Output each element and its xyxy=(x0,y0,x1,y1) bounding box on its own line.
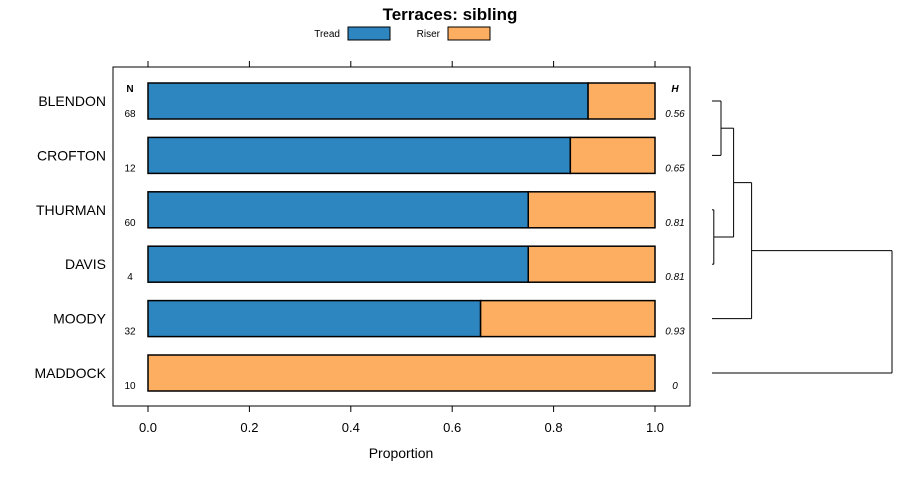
chart-title: Terraces: sibling xyxy=(383,5,518,24)
row-label-crofton: CROFTON xyxy=(37,147,106,163)
bar-riser-davis xyxy=(527,245,656,283)
bar-tread-blendon xyxy=(147,82,589,120)
h-value-blendon: 0.56 xyxy=(665,109,685,120)
legend-swatch-riser xyxy=(447,26,491,41)
h-value-maddock: 0 xyxy=(672,381,678,392)
n-value-moody: 32 xyxy=(124,327,136,338)
x-axis-label: Proportion xyxy=(369,445,434,461)
x-tick-label: 0.0 xyxy=(139,420,157,435)
row-label-moody: MOODY xyxy=(53,311,107,327)
h-value-moody: 0.93 xyxy=(665,327,685,338)
n-value-blendon: 68 xyxy=(124,109,136,120)
bar-tread-moody xyxy=(147,299,482,338)
row-label-maddock: MADDOCK xyxy=(34,365,106,381)
bar-riser-thurman xyxy=(527,191,656,229)
row-label-davis: DAVIS xyxy=(65,256,106,272)
legend-label-tread: Tread xyxy=(314,29,340,40)
x-axis: 0.0 0.2 0.4 0.6 0.8 1.0 xyxy=(139,61,664,435)
n-value-davis: 4 xyxy=(127,272,133,283)
n-value-thurman: 60 xyxy=(124,218,136,229)
x-tick-label: 0.2 xyxy=(240,420,258,435)
row-label-thurman: THURMAN xyxy=(36,202,106,218)
bar-riser-crofton xyxy=(569,136,656,175)
bar-riser-maddock xyxy=(147,354,656,392)
x-tick-label: 0.4 xyxy=(342,420,360,435)
legend-swatch-tread xyxy=(347,26,391,41)
x-tick-label: 1.0 xyxy=(646,420,664,435)
legend-label-riser: Riser xyxy=(417,29,441,40)
dendrogram xyxy=(712,100,893,374)
x-tick-label: 0.6 xyxy=(443,420,461,435)
bar-riser-moody xyxy=(479,299,656,338)
x-tick-label: 0.8 xyxy=(545,420,563,435)
bars-group: BLENDON 68 0.56 CROFTON 12 0.65 THURMAN 60 0.81 D… xyxy=(34,82,685,392)
n-value-crofton: 12 xyxy=(124,163,136,174)
plot-frame xyxy=(112,66,691,407)
bar-riser-blendon xyxy=(587,82,656,120)
bar-tread-davis xyxy=(147,245,529,283)
h-value-crofton: 0.65 xyxy=(665,163,685,174)
h-value-davis: 0.81 xyxy=(665,272,684,283)
h-column-header: H xyxy=(671,84,679,95)
n-column-header: N xyxy=(126,84,133,95)
h-value-thurman: 0.81 xyxy=(665,218,684,229)
legend: Tread Riser xyxy=(314,26,491,41)
bar-tread-crofton xyxy=(147,136,572,175)
row-label-blendon: BLENDON xyxy=(38,93,106,109)
n-value-maddock: 10 xyxy=(124,381,136,392)
bar-tread-thurman xyxy=(147,191,529,229)
